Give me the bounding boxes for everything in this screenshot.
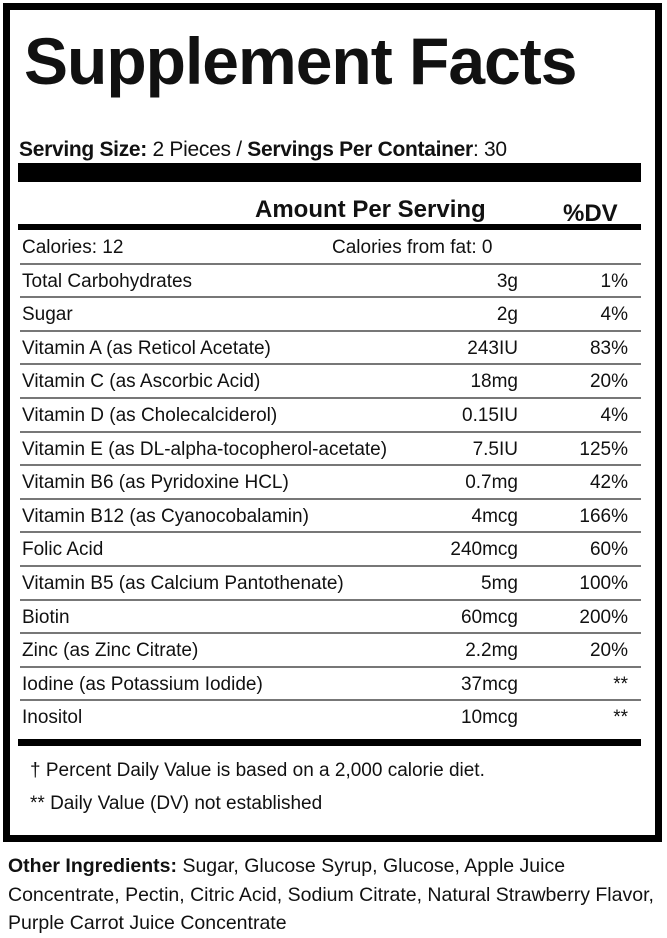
nutrient-dv: 100% [579, 573, 628, 594]
nutrient-amount: 2.2mg [465, 640, 518, 662]
serving-size-value: 2 Pieces / [146, 138, 248, 161]
nutrient-dv: ** [613, 707, 628, 729]
nutrient-name: Vitamin B6 (as Pyridoxine HCL) [22, 472, 289, 494]
header-divider [18, 224, 641, 230]
nutrient-row: Biotin 60mcg 200% [20, 601, 641, 635]
nutrient-row: Vitamin B5 (as Calcium Pantothenate) 5mg 1… [20, 567, 641, 601]
nutrient-amount: 37mcg [460, 673, 518, 695]
other-ingredients-text: Sugar, Glucose Syrup, Glucose, Apple Jui… [8, 855, 654, 934]
nutrient-row: Zinc (as Zinc Citrate) 2.2mg 20% [20, 634, 641, 668]
nutrient-name: Vitamin B5 (as Calcium Pantothenate) [22, 573, 344, 594]
footnote-daily-value: † Percent Daily Value is based on a 2,00… [30, 760, 485, 781]
nutrient-row: Folic Acid 240mcg 60% [20, 533, 641, 567]
footnote-not-established: ** Daily Value (DV) not established [30, 793, 323, 814]
nutrient-amount: 60mcg [460, 606, 518, 628]
nutrient-row: Sugar 2g 4% [20, 298, 641, 332]
nutrient-name: Inositol [22, 707, 83, 729]
thick-divider [18, 163, 641, 182]
nutrient-amount: 7.5IU [472, 438, 518, 460]
nutrient-name: Zinc (as Zinc Citrate) [22, 640, 199, 662]
nutrient-dv: 4% [600, 405, 628, 426]
other-ingredients: Other Ingredients: Sugar, Glucose Syrup,… [8, 852, 658, 938]
nutrient-name: Vitamin B12 (as Cyanocobalamin) [22, 505, 309, 527]
amount-header: Amount Per Serving [255, 196, 486, 223]
nutrient-dv: 20% [589, 640, 628, 662]
nutrient-dv: 60% [589, 539, 628, 561]
nutrient-name: Biotin [22, 606, 70, 628]
nutrient-amount: 243IU [467, 337, 518, 359]
nutrient-dv: 83% [589, 337, 628, 359]
other-ingredients-label: Other Ingredients: [8, 855, 178, 877]
panel-title: Supplement Facts [24, 24, 577, 98]
nutrient-dv: 42% [589, 472, 628, 494]
nutrient-name: Folic Acid [22, 539, 104, 561]
calories-from-fat: Calories from fat: 0 [332, 237, 493, 258]
nutrient-row: Inositol 10mcg ** [20, 701, 641, 735]
nutrient-amount: 5mg [481, 573, 518, 594]
nutrient-dv: 4% [600, 304, 628, 326]
nutrient-amount: 0.15IU [462, 405, 518, 426]
nutrient-name: Iodine (as Potassium Iodide) [22, 673, 263, 695]
calories-row: Calories: 12 Calories from fat: 0 [20, 231, 641, 265]
nutrient-name: Vitamin A (as Reticol Acetate) [22, 337, 271, 359]
nutrient-row: Vitamin B6 (as Pyridoxine HCL) 0.7mg 42% [20, 466, 641, 500]
nutrient-amount: 4mcg [471, 505, 518, 527]
nutrient-dv: 20% [589, 371, 628, 393]
nutrient-name: Total Carbohydrates [22, 270, 193, 292]
nutrient-amount: 3g [496, 270, 518, 292]
nutrient-dv: 1% [600, 270, 628, 292]
nutrient-row: Vitamin D (as Cholecalciderol) 0.15IU 4% [20, 399, 641, 433]
nutrient-name: Vitamin C (as Ascorbic Acid) [22, 371, 261, 393]
nutrient-amount: 18mg [470, 371, 518, 393]
nutrient-amount: 2g [496, 304, 518, 326]
nutrient-row: Vitamin C (as Ascorbic Acid) 18mg 20% [20, 365, 641, 399]
servings-per-container-label: Servings Per Container [247, 138, 473, 161]
nutrient-row: Vitamin A (as Reticol Acetate) 243IU 83% [20, 332, 641, 366]
serving-size-label: Serving Size: [19, 138, 147, 161]
nutrient-row: Vitamin E (as DL-alpha-tocopherol-acetat… [20, 433, 641, 467]
nutrient-dv: 166% [579, 505, 628, 527]
bottom-divider [18, 739, 641, 746]
nutrient-row: Vitamin B12 (as Cyanocobalamin) 4mcg 166% [20, 500, 641, 534]
nutrient-amount: 10mcg [460, 707, 518, 729]
nutrient-amount: 0.7mg [465, 472, 518, 494]
nutrient-name: Vitamin D (as Cholecalciderol) [22, 405, 278, 426]
nutrient-row: Iodine (as Potassium Iodide) 37mcg ** [20, 668, 641, 702]
serving-info: Serving Size: 2 Pieces / Servings Per Co… [19, 138, 507, 162]
nutrient-dv: 200% [579, 606, 628, 628]
servings-per-container-value: : 30 [472, 138, 507, 161]
nutrient-name: Vitamin E (as DL-alpha-tocopherol-acetat… [22, 438, 388, 460]
calories: Calories: 12 [22, 237, 124, 258]
nutrient-name: Sugar [22, 304, 73, 326]
nutrient-amount: 240mcg [450, 539, 518, 561]
dv-header: %DV [563, 200, 618, 227]
supplement-facts-panel: Supplement Facts Serving Size: 2 Pieces … [3, 3, 662, 842]
nutrient-dv: ** [613, 673, 628, 695]
nutrient-dv: 125% [579, 438, 628, 460]
nutrient-row: Total Carbohydrates 3g 1% [20, 265, 641, 299]
